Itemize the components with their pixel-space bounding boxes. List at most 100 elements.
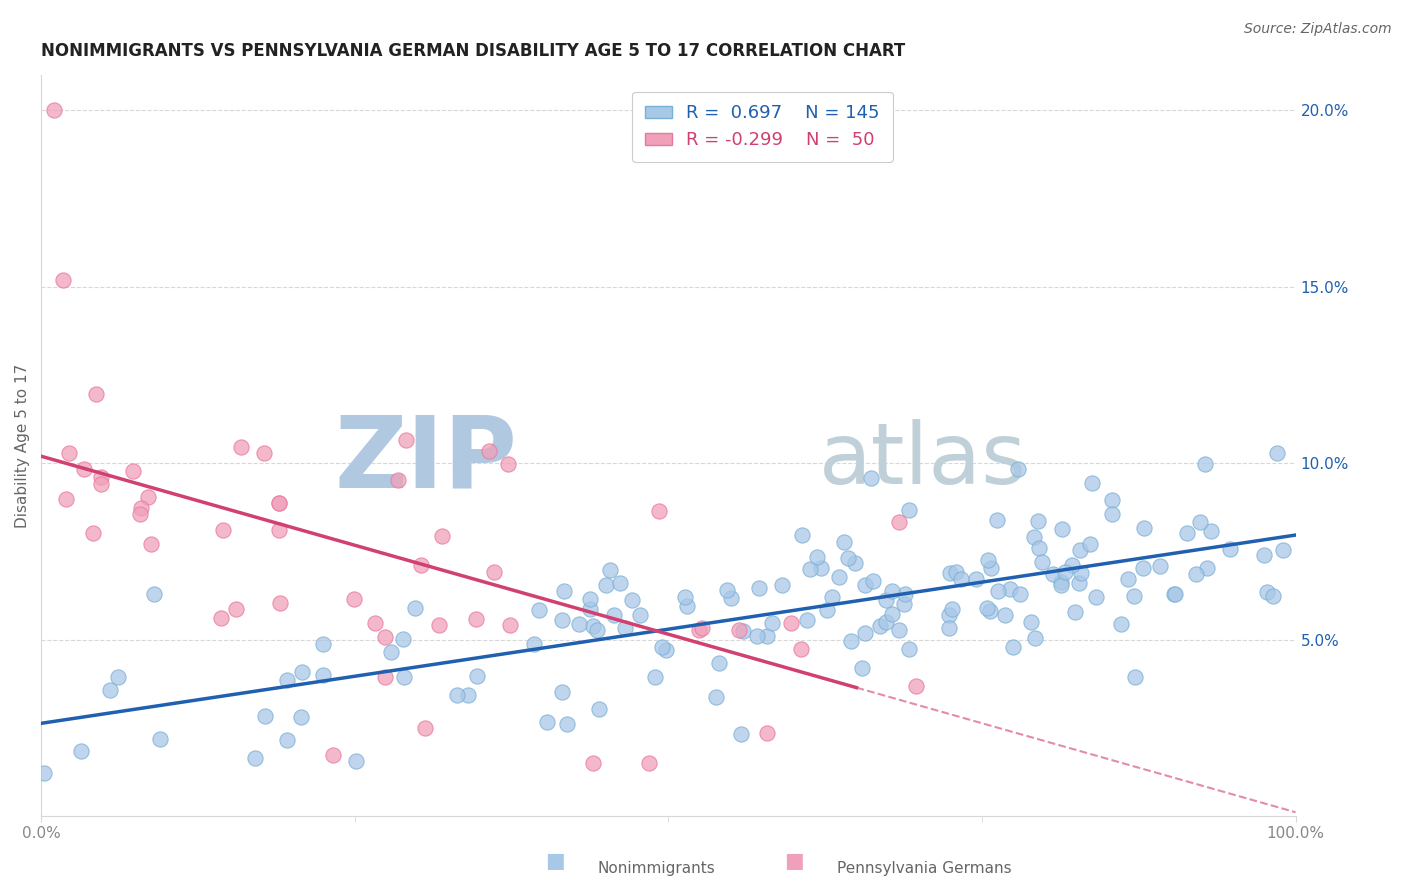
Point	[651, 640, 673, 654]
Point	[253, 446, 276, 460]
Y-axis label: Disability Age 5 to 17: Disability Age 5 to 17	[15, 363, 30, 528]
Point	[267, 523, 290, 537]
Point	[523, 637, 546, 651]
Point	[312, 667, 335, 681]
Point	[980, 560, 1002, 574]
Point	[790, 642, 813, 657]
Text: ■: ■	[546, 852, 565, 871]
Point	[648, 504, 671, 518]
Point	[602, 608, 624, 623]
Point	[810, 560, 832, 574]
Point	[243, 751, 266, 765]
Point	[498, 457, 520, 471]
Point	[73, 462, 96, 476]
Point	[582, 756, 605, 770]
Point	[673, 590, 696, 604]
Point	[1069, 575, 1091, 590]
Point	[676, 599, 699, 613]
Point	[58, 445, 80, 459]
Point	[853, 626, 876, 640]
Point	[595, 578, 617, 592]
Text: ZIP: ZIP	[335, 412, 517, 508]
Point	[779, 615, 801, 630]
Point	[225, 601, 247, 615]
Point	[392, 670, 415, 684]
Point	[1149, 559, 1171, 574]
Point	[1109, 616, 1132, 631]
Point	[898, 503, 921, 517]
Point	[1253, 548, 1275, 562]
Point	[628, 608, 651, 623]
Point	[82, 525, 104, 540]
Point	[465, 669, 488, 683]
Point	[551, 613, 574, 627]
Point	[585, 623, 607, 637]
Point	[707, 657, 730, 671]
Point	[1064, 605, 1087, 619]
Point	[364, 615, 387, 630]
Point	[644, 671, 666, 685]
Point	[344, 754, 367, 768]
Point	[290, 710, 312, 724]
Point	[553, 584, 575, 599]
Point	[851, 660, 873, 674]
Point	[853, 578, 876, 592]
Point	[86, 387, 108, 401]
Point	[837, 550, 859, 565]
Point	[839, 633, 862, 648]
Point	[555, 717, 578, 731]
Point	[1185, 567, 1208, 582]
Point	[322, 747, 344, 762]
Point	[582, 619, 605, 633]
Point	[889, 624, 911, 638]
Point	[404, 601, 426, 615]
Point	[875, 615, 897, 629]
Point	[905, 679, 928, 693]
Point	[551, 684, 574, 698]
Point	[979, 604, 1001, 618]
Point	[790, 527, 813, 541]
Point	[89, 470, 111, 484]
Point	[1022, 530, 1045, 544]
Point	[745, 629, 768, 643]
Point	[149, 732, 172, 747]
Point	[1007, 462, 1029, 476]
Point	[129, 500, 152, 515]
Point	[1265, 446, 1288, 460]
Point	[107, 670, 129, 684]
Point	[748, 581, 770, 595]
Point	[1125, 670, 1147, 684]
Point	[880, 583, 903, 598]
Point	[446, 688, 468, 702]
Point	[1218, 542, 1240, 557]
Point	[343, 592, 366, 607]
Point	[1026, 514, 1049, 528]
Point	[70, 744, 93, 758]
Point	[716, 582, 738, 597]
Point	[142, 587, 165, 601]
Point	[1001, 640, 1024, 655]
Point	[862, 574, 884, 588]
Point	[1132, 561, 1154, 575]
Text: NONIMMIGRANTS VS PENNSYLVANIA GERMAN DISABILITY AGE 5 TO 17 CORRELATION CHART: NONIMMIGRANTS VS PENNSYLVANIA GERMAN DIS…	[41, 42, 905, 60]
Point	[720, 591, 742, 606]
Point	[311, 637, 333, 651]
Point	[374, 669, 396, 683]
Point	[1008, 587, 1031, 601]
Point	[1194, 457, 1216, 471]
Point	[637, 756, 659, 770]
Point	[945, 565, 967, 579]
Point	[965, 572, 987, 586]
Point	[817, 603, 839, 617]
Point	[1123, 590, 1146, 604]
Point	[1261, 589, 1284, 603]
Point	[655, 643, 678, 657]
Text: atlas: atlas	[818, 419, 1026, 502]
Point	[55, 491, 77, 506]
Point	[987, 584, 1010, 599]
Point	[1050, 574, 1073, 589]
Point	[796, 613, 818, 627]
Point	[986, 513, 1008, 527]
Point	[427, 618, 450, 632]
Point	[938, 607, 960, 622]
